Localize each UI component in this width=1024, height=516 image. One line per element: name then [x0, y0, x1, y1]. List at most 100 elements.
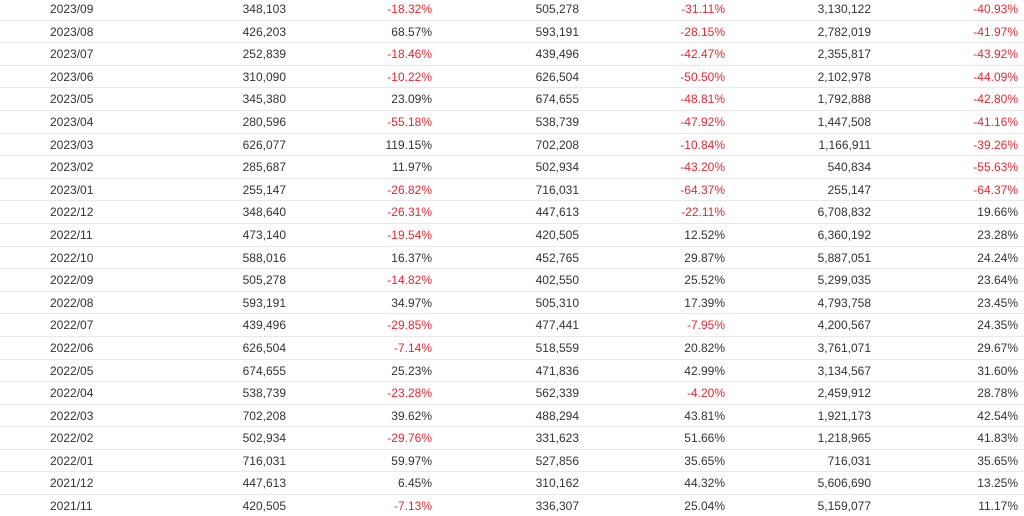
table-row: 2022/07 439,496 -29.85% 477,441 -7.95% 4,200,… — [0, 314, 1024, 337]
cell-change-b: -47.92% — [680, 114, 725, 129]
cell-change-a: 25.23% — [391, 363, 432, 378]
cell-change-b: 25.52% — [684, 273, 725, 288]
cell-month: 2022/01 — [50, 453, 94, 468]
cell-value-a: 252,839 — [242, 47, 286, 62]
cell-change-cumulative: 42.54% — [977, 408, 1018, 423]
cell-value-a: 345,380 — [242, 92, 286, 107]
cell-month: 2023/03 — [50, 137, 94, 152]
cell-value-b: 505,310 — [535, 295, 579, 310]
table-row: 2023/09 348,103 -18.32% 505,278 -31.11% 3,130… — [0, 0, 1024, 21]
cell-cumulative: 3,134,567 — [817, 363, 871, 378]
table-row: 2022/05 674,655 25.23% 471,836 42.99% 3,134,5… — [0, 360, 1024, 383]
cell-cumulative: 2,355,817 — [817, 47, 871, 62]
cell-value-a: 348,640 — [242, 205, 286, 220]
cell-change-cumulative: -44.09% — [973, 69, 1018, 84]
cell-change-cumulative: 13.25% — [977, 476, 1018, 491]
table-row: 2022/06 626,504 -7.14% 518,559 20.82% 3,761,0… — [0, 337, 1024, 360]
cell-value-a: 426,203 — [242, 24, 286, 39]
cell-value-a: 674,655 — [242, 363, 286, 378]
cell-value-b: 336,307 — [535, 499, 579, 514]
cell-value-b: 310,162 — [535, 476, 579, 491]
table-row: 2023/01 255,147 -26.82% 716,031 -64.37% 255,1… — [0, 179, 1024, 202]
cell-change-cumulative: -41.16% — [973, 114, 1018, 129]
cell-value-a: 716,031 — [242, 453, 286, 468]
cell-change-cumulative: 19.66% — [977, 205, 1018, 220]
cell-month: 2022/02 — [50, 431, 94, 446]
cell-value-b: 439,496 — [535, 47, 579, 62]
cell-cumulative: 3,761,071 — [817, 340, 871, 355]
cell-change-b: -28.15% — [680, 24, 725, 39]
cell-value-b: 674,655 — [535, 92, 579, 107]
cell-change-b: -10.84% — [680, 137, 725, 152]
cell-cumulative: 4,200,567 — [817, 318, 871, 333]
cell-change-cumulative: -64.37% — [973, 182, 1018, 197]
cell-change-cumulative: -55.63% — [973, 160, 1018, 175]
cell-cumulative: 1,166,911 — [818, 137, 872, 152]
cell-value-a: 538,739 — [242, 386, 286, 401]
cell-value-a: 473,140 — [242, 227, 286, 242]
cell-value-b: 331,623 — [535, 431, 579, 446]
table-row: 2022/02 502,934 -29.76% 331,623 51.66% 1,218,… — [0, 427, 1024, 450]
cell-change-a: 34.97% — [391, 295, 432, 310]
cell-change-cumulative: -43.92% — [973, 47, 1018, 62]
cell-value-b: 471,836 — [535, 363, 579, 378]
table-row: 2023/06 310,090 -10.22% 626,504 -50.50% 2,102… — [0, 66, 1024, 89]
cell-month: 2023/04 — [50, 114, 94, 129]
cell-change-cumulative: 23.28% — [977, 227, 1018, 242]
cell-cumulative: 1,792,888 — [817, 92, 871, 107]
cell-change-b: 29.87% — [684, 250, 725, 265]
cell-change-cumulative: -41.97% — [973, 24, 1018, 39]
cell-change-cumulative: 24.24% — [977, 250, 1018, 265]
table-row: 2022/04 538,739 -23.28% 562,339 -4.20% 2,459,… — [0, 382, 1024, 405]
cell-cumulative: 3,130,122 — [817, 2, 871, 16]
cell-change-b: 12.52% — [684, 227, 725, 242]
cell-cumulative: 2,102,978 — [817, 69, 871, 84]
cell-change-b: 43.81% — [684, 408, 725, 423]
cell-value-a: 255,147 — [242, 182, 286, 197]
cell-month: 2022/03 — [50, 408, 94, 423]
table-row: 2022/03 702,208 39.62% 488,294 43.81% 1,921,1… — [0, 405, 1024, 428]
cell-month: 2022/09 — [50, 273, 94, 288]
cell-month: 2022/12 — [50, 205, 94, 220]
table-row: 2021/11 420,505 -7.13% 336,307 25.04% 5,159,0… — [0, 495, 1024, 516]
cell-cumulative: 5,299,035 — [817, 273, 871, 288]
table-row: 2021/12 447,613 6.45% 310,162 44.32% 5,606,69… — [0, 472, 1024, 496]
cell-value-b: 593,191 — [535, 24, 579, 39]
cell-month: 2023/07 — [50, 47, 94, 62]
cell-change-a: -7.13% — [393, 499, 432, 514]
cell-cumulative: 540,834 — [827, 160, 871, 175]
cell-change-a: 119.15% — [385, 137, 432, 152]
cell-change-a: 16.37% — [391, 250, 432, 265]
cell-change-b: -4.20% — [686, 386, 725, 401]
cell-change-a: 68.57% — [391, 24, 432, 39]
cell-change-b: -31.11% — [681, 2, 725, 16]
table-row: 2023/02 285,687 11.97% 502,934 -43.20% 540,83… — [0, 156, 1024, 179]
cell-change-cumulative: 24.35% — [977, 318, 1018, 333]
cell-change-b: -43.20% — [680, 160, 725, 175]
cell-value-b: 477,441 — [535, 318, 579, 333]
cell-cumulative: 1,921,173 — [817, 408, 871, 423]
cell-change-a: 11.97% — [392, 160, 432, 175]
cell-value-a: 702,208 — [242, 408, 286, 423]
table-row: 2023/04 280,596 -55.18% 538,739 -47.92% 1,447… — [0, 111, 1024, 134]
cell-change-cumulative: 23.45% — [977, 295, 1018, 310]
table-row: 2022/01 716,031 59.97% 527,856 35.65% 716,031… — [0, 450, 1024, 473]
table-row: 2023/03 626,077 119.15% 702,208 -10.84% 1,166… — [0, 134, 1024, 157]
cell-value-a: 310,090 — [242, 69, 286, 84]
cell-value-b: 505,278 — [535, 2, 579, 16]
cell-month: 2022/05 — [50, 363, 94, 378]
cell-change-b: -22.11% — [681, 205, 725, 220]
cell-change-b: 25.04% — [684, 499, 725, 514]
cell-change-a: -26.31% — [387, 205, 432, 220]
cell-value-b: 626,504 — [535, 69, 579, 84]
cell-value-a: 593,191 — [242, 295, 286, 310]
cell-value-b: 452,765 — [535, 250, 579, 265]
cell-change-b: -48.81% — [680, 92, 725, 107]
cell-change-cumulative: 23.64% — [977, 273, 1018, 288]
cell-month: 2022/11 — [50, 227, 93, 242]
cell-month: 2022/08 — [50, 295, 94, 310]
cell-value-a: 447,613 — [242, 476, 286, 491]
cell-cumulative: 6,360,192 — [817, 227, 871, 242]
cell-change-cumulative: 35.65% — [977, 453, 1018, 468]
